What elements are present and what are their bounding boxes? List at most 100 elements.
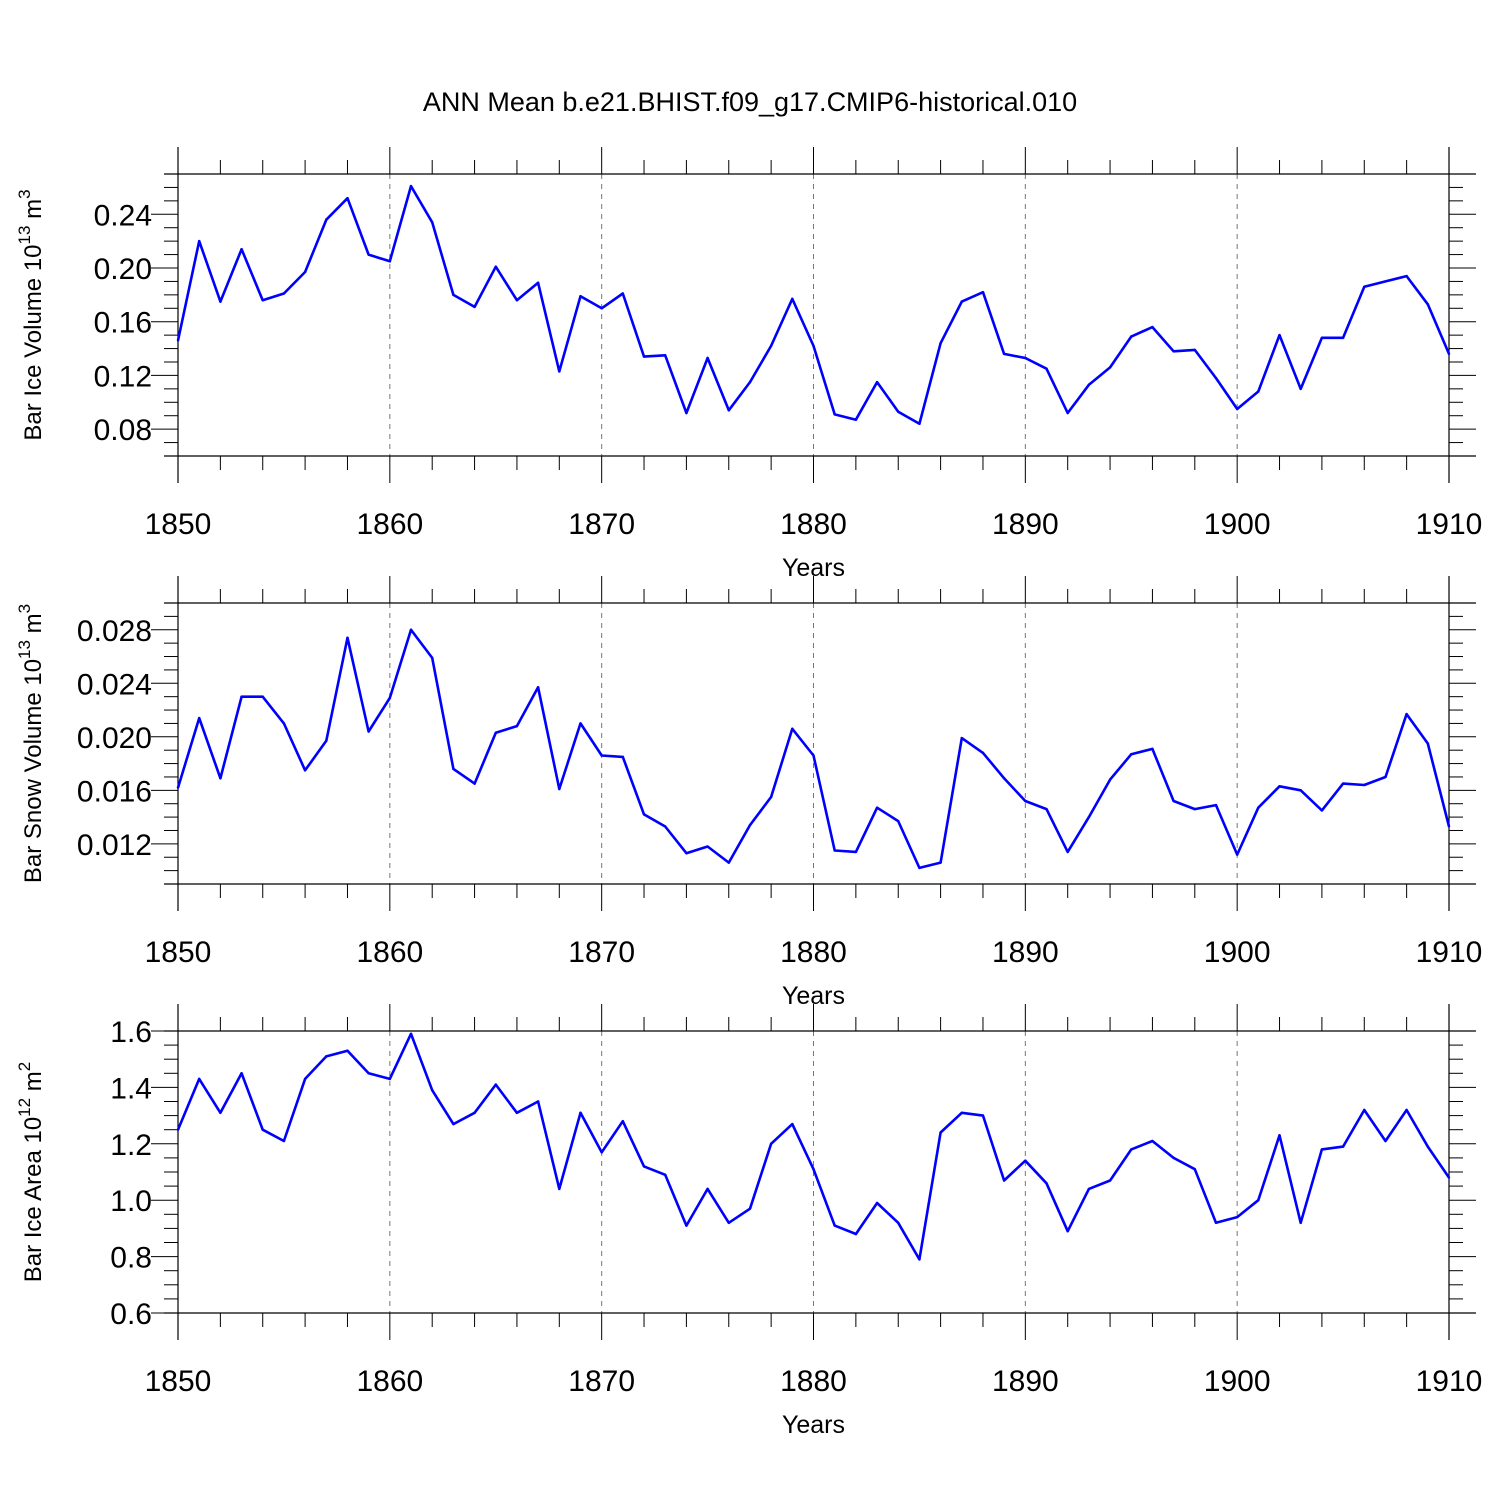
data-point (621, 755, 625, 759)
data-point (600, 1151, 603, 1154)
data-point (409, 1032, 413, 1036)
data-point (875, 1201, 879, 1205)
y-tick-label: 0.16 (94, 307, 152, 340)
data-point (303, 270, 307, 274)
data-point (791, 727, 794, 730)
data-point (388, 260, 392, 263)
y-tick-label: 0.12 (94, 360, 152, 393)
data-point (939, 1131, 942, 1134)
x-tick-label: 1860 (356, 936, 423, 969)
data-point (960, 1111, 963, 1114)
data-point (1447, 825, 1451, 828)
data-point (367, 1072, 370, 1075)
data-point (1172, 799, 1175, 803)
data-point (918, 1258, 921, 1261)
y-axis-title-part-2: m (20, 199, 47, 226)
data-point (706, 1187, 709, 1191)
data-point (1299, 387, 1302, 391)
data-point (1299, 1221, 1302, 1224)
data-point (1278, 333, 1281, 337)
y-tick-label: 0.012 (77, 829, 152, 862)
data-point (494, 731, 497, 734)
data-point (431, 221, 434, 224)
y-axis-title-part-1: 13 (15, 640, 34, 659)
data-point (176, 1128, 180, 1131)
data-point (1341, 1145, 1345, 1148)
y-tick-label: 1.4 (110, 1072, 152, 1105)
data-point (854, 1232, 858, 1236)
data-point (727, 861, 730, 864)
data-point (346, 636, 349, 639)
data-point (431, 656, 434, 660)
x-tick-label: 1870 (568, 1365, 635, 1398)
x-tick-label: 1880 (780, 936, 847, 969)
data-point (409, 184, 413, 188)
data-point (579, 1111, 582, 1114)
data-point (621, 292, 625, 295)
data-point (791, 297, 794, 301)
data-point (1426, 742, 1430, 745)
data-point (367, 253, 370, 256)
y-axis-title-part-0: Bar Ice Volume 10 (20, 244, 47, 440)
x-tick-label: 1870 (568, 936, 635, 969)
chart-title: ANN Mean b.e21.BHIST.f09_g17.CMIP6-histo… (423, 87, 1077, 117)
y-axis-title: Bar Ice Area 1012 m2 (15, 1062, 47, 1283)
data-point (1257, 390, 1260, 393)
data-point (1108, 1179, 1112, 1182)
x-tick-label: 1860 (356, 1365, 423, 1398)
data-point (1193, 807, 1197, 811)
y-tick-label: 0.028 (77, 615, 152, 648)
data-point (664, 354, 667, 357)
data-point (473, 1111, 476, 1114)
data-point (409, 628, 413, 631)
data-point (473, 782, 476, 785)
data-point (812, 344, 815, 348)
data-point (981, 290, 985, 294)
data-point (960, 736, 963, 740)
y-axis-title-part-3: 3 (15, 189, 34, 198)
data-point (981, 1114, 985, 1117)
data-point (664, 1173, 667, 1177)
y-tick-label: 0.6 (110, 1298, 152, 1331)
data-point (1447, 352, 1451, 356)
data-point (1066, 1230, 1069, 1233)
data-point (833, 1224, 836, 1227)
data-point (897, 410, 900, 413)
data-point (1130, 1148, 1133, 1151)
y-tick-label: 0.016 (77, 775, 152, 808)
data-point (833, 413, 836, 416)
data-point (1214, 376, 1218, 380)
data-point (1278, 1134, 1281, 1137)
data-point (600, 307, 603, 310)
data-point (303, 769, 307, 772)
y-tick-label: 0.24 (94, 199, 152, 232)
data-point (240, 1072, 243, 1075)
data-point (621, 1120, 625, 1123)
data-point (494, 1083, 497, 1086)
data-point (769, 344, 773, 348)
data-point (939, 861, 942, 864)
y-axis-title-part-3: 2 (15, 1062, 34, 1071)
data-point (388, 1077, 392, 1081)
data-point (579, 722, 582, 725)
data-point (600, 754, 603, 757)
data-point (1214, 803, 1218, 807)
data-point (1151, 325, 1154, 329)
data-point (727, 409, 730, 412)
data-point (1257, 806, 1260, 809)
data-point (240, 248, 243, 251)
data-point (642, 813, 646, 816)
data-point (1024, 799, 1027, 803)
x-tick-label: 1900 (1204, 1365, 1271, 1398)
data-point (219, 777, 222, 780)
data-point (1384, 775, 1387, 779)
data-point (769, 1142, 773, 1146)
y-axis-title: Bar Snow Volume 1013 m3 (15, 604, 47, 883)
data-point (1426, 1145, 1430, 1148)
data-point (1363, 783, 1366, 787)
data-point (197, 1077, 201, 1081)
y-tick-label: 1.2 (110, 1129, 152, 1162)
x-tick-label: 1910 (1416, 1365, 1483, 1398)
x-axis-title: Years (782, 1411, 845, 1439)
